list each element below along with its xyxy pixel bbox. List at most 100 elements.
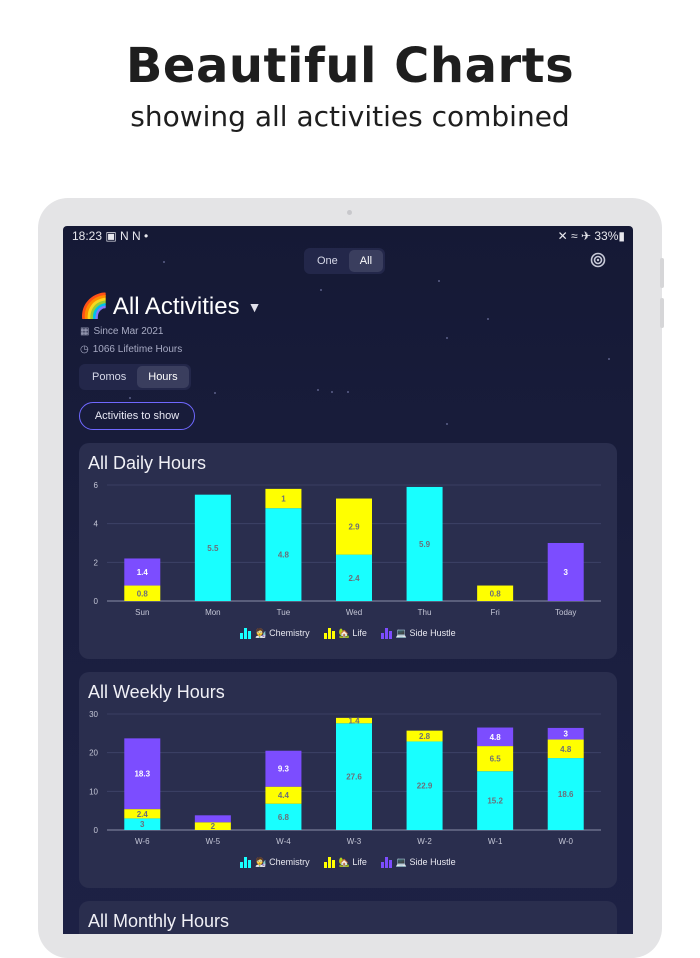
x-tick-label: Wed [346, 608, 362, 617]
star [446, 336, 449, 339]
data-label: 6.5 [490, 755, 502, 764]
data-label: 6.8 [278, 813, 290, 822]
icon-bar [248, 631, 252, 639]
legend-item: 🏡 Life [323, 857, 367, 868]
icon-bar [388, 860, 392, 868]
legend-item: 🏡 Life [323, 628, 367, 639]
data-label: 2 [211, 822, 216, 831]
data-label: 18.6 [558, 790, 574, 799]
bar-segment [124, 809, 161, 819]
icon-bar [380, 633, 384, 639]
promo-headline: Beautiful Charts [125, 38, 575, 94]
mode-option-all[interactable]: All [348, 250, 384, 272]
star [163, 261, 166, 264]
bar-segment [124, 738, 161, 810]
bar-segment [194, 494, 231, 601]
calendar-icon: ▦ [80, 326, 90, 337]
star [445, 422, 448, 425]
x-tick-label: W-6 [135, 837, 150, 846]
data-label: 4.8 [278, 551, 290, 560]
goal-target-icon[interactable] [590, 252, 606, 268]
icon-bar [244, 628, 248, 639]
bar-segment [265, 488, 302, 509]
promo-subhead: showing all activities combined [130, 100, 570, 133]
data-label: 5.5 [207, 544, 219, 553]
bar-chart-icon [380, 857, 392, 868]
front-camera [347, 210, 352, 215]
bar-segment [124, 558, 161, 586]
data-label: 22.9 [417, 782, 433, 791]
activity-selector[interactable]: 🌈 All Activities ▼ [79, 292, 261, 321]
bar-chart-icon [323, 857, 335, 868]
page-title: All Activities [112, 292, 240, 320]
icon-bar [240, 862, 244, 868]
icon-bar [244, 857, 248, 868]
star [437, 279, 440, 282]
data-label: 3 [563, 568, 568, 577]
data-label: 0.8 [137, 589, 149, 598]
x-tick-label: W-1 [488, 837, 503, 846]
mode-toggle: One All [304, 248, 386, 274]
bar-segment [124, 585, 161, 601]
y-tick-label: 30 [89, 710, 98, 719]
bar-chart-icon [323, 628, 335, 639]
bar-segment [477, 585, 514, 601]
y-tick-label: 0 [94, 597, 99, 606]
y-tick-label: 2 [94, 558, 99, 567]
bar-segment [547, 727, 584, 740]
icon-bar [384, 857, 388, 868]
unit-toggle: Pomos Hours [79, 364, 191, 390]
star [128, 396, 131, 399]
daily-chart-legend: 🧑‍🔬 Chemistry 🏡 Life 💻 Side Hustle [79, 628, 617, 639]
data-label: 0.8 [490, 589, 502, 598]
daily-hours-card: All Daily Hours 0 2 4 6 0.8 1.4 Sun 5.5 Mon 4.8 1 T… [79, 443, 617, 659]
bar-segment [547, 543, 584, 601]
bar-chart-icon [380, 628, 392, 639]
legend-item: 🧑‍🔬 Chemistry [240, 628, 310, 639]
status-notification-icons: ▣ N N • [105, 229, 149, 243]
unit-option-hours[interactable]: Hours [137, 366, 189, 388]
bar-chart-icon [240, 857, 252, 868]
data-label: 9.3 [278, 765, 290, 774]
bar-segment [336, 498, 372, 555]
data-label: 15.2 [487, 797, 503, 806]
x-tick-label: W-5 [206, 837, 221, 846]
star [486, 318, 489, 321]
star [213, 391, 216, 394]
activities-to-show-button[interactable]: Activities to show [79, 402, 195, 430]
icon-bar [323, 633, 327, 639]
bar-segment [406, 730, 443, 742]
data-label: 2.8 [419, 732, 431, 741]
icon-bar [323, 862, 327, 868]
star [319, 289, 322, 292]
bar-segment [477, 771, 514, 830]
legend-item: 💻 Side Hustle [380, 628, 456, 639]
x-tick-label: Today [555, 608, 576, 617]
x-tick-label: Tue [277, 608, 291, 617]
data-label: 2.4 [137, 810, 149, 819]
star [607, 358, 610, 361]
data-label: 3 [563, 730, 568, 739]
bar-segment [406, 741, 443, 830]
data-label: 27.6 [346, 773, 362, 782]
icon-bar [327, 628, 331, 639]
data-label: 1.4 [348, 717, 360, 726]
rainbow-icon: 🌈 [79, 293, 109, 320]
legend-label: 🧑‍🔬 Chemistry [255, 628, 310, 638]
data-label: 4.8 [490, 733, 502, 742]
x-tick-label: W-4 [276, 837, 291, 846]
data-label: 2.9 [348, 523, 360, 532]
power-button [660, 298, 664, 328]
volume-button [660, 258, 664, 288]
icon-bar [388, 631, 392, 639]
weekly-hours-card: All Weekly Hours 0 10 20 30 3 2.4 18.3 W-6 2 W-5 6… [79, 672, 617, 888]
y-tick-label: 0 [94, 826, 99, 835]
y-tick-label: 6 [94, 481, 99, 490]
unit-option-pomos[interactable]: Pomos [92, 371, 127, 383]
mode-option-one[interactable]: One [317, 255, 338, 267]
legend-item: 🧑‍🔬 Chemistry [240, 857, 310, 868]
chevron-down-icon: ▼ [247, 298, 262, 315]
legend-label: 🏡 Life [338, 628, 367, 638]
clock-icon: ◷ [80, 344, 89, 355]
bar-segment [477, 746, 514, 772]
